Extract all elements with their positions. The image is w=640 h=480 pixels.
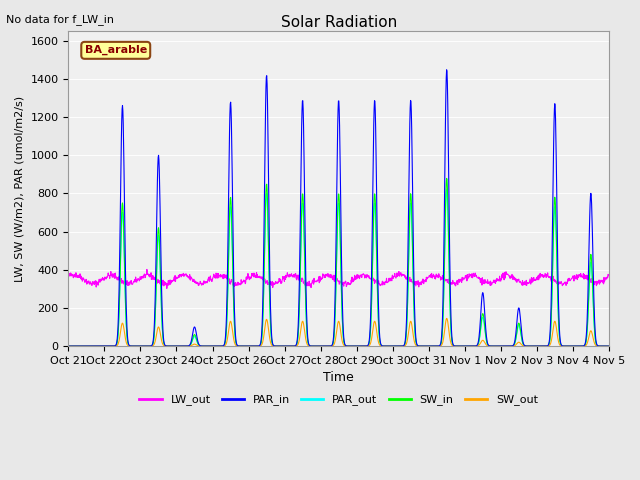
SW_in <box>541 343 549 349</box>
X-axis label: Time: Time <box>323 372 354 384</box>
LW_out <box>541 271 549 277</box>
LW_out <box>163 286 171 291</box>
SW_out <box>245 343 253 349</box>
LW_out <box>65 273 72 278</box>
SW_in <box>172 343 179 349</box>
SW_in <box>493 343 501 349</box>
LW_out <box>186 276 193 282</box>
Line: SW_in: SW_in <box>68 179 609 346</box>
Legend: LW_out, PAR_in, PAR_out, SW_in, SW_out: LW_out, PAR_in, PAR_out, SW_in, SW_out <box>135 390 542 410</box>
Title: Solar Radiation: Solar Radiation <box>280 15 397 30</box>
Text: BA_arable: BA_arable <box>84 45 147 56</box>
PAR_out <box>443 187 451 192</box>
LW_out <box>246 274 253 279</box>
PAR_in <box>172 343 179 349</box>
LW_out <box>494 277 502 283</box>
SW_out <box>493 343 501 349</box>
SW_out <box>605 343 612 349</box>
SW_out <box>541 343 549 349</box>
PAR_out <box>65 343 72 349</box>
SW_in <box>443 176 451 181</box>
PAR_in <box>185 343 193 348</box>
SW_in <box>245 343 253 349</box>
LW_out <box>423 275 431 280</box>
PAR_out <box>605 343 612 349</box>
PAR_in <box>443 67 451 72</box>
PAR_in <box>245 343 253 349</box>
SW_in <box>605 343 612 349</box>
PAR_in <box>493 343 501 349</box>
LW_out <box>143 266 151 272</box>
LW_out <box>605 272 612 278</box>
Line: PAR_in: PAR_in <box>68 70 609 346</box>
Line: PAR_out: PAR_out <box>68 190 609 346</box>
SW_out <box>185 343 193 349</box>
SW_out <box>172 343 179 349</box>
PAR_in <box>422 343 430 349</box>
PAR_out <box>422 343 430 349</box>
SW_in <box>65 343 72 349</box>
LW_out <box>172 274 180 280</box>
PAR_in <box>605 343 612 349</box>
PAR_in <box>541 343 549 349</box>
PAR_out <box>493 343 501 349</box>
SW_out <box>443 315 451 321</box>
Y-axis label: LW, SW (W/m2), PAR (umol/m2/s): LW, SW (W/m2), PAR (umol/m2/s) <box>15 96 25 282</box>
SW_in <box>422 343 430 349</box>
SW_out <box>65 343 72 349</box>
SW_out <box>422 343 430 349</box>
Text: No data for f_LW_in: No data for f_LW_in <box>6 14 115 25</box>
PAR_in <box>65 343 72 349</box>
PAR_out <box>541 343 549 349</box>
PAR_out <box>185 343 193 349</box>
PAR_out <box>172 343 179 349</box>
Line: SW_out: SW_out <box>68 318 609 346</box>
Line: LW_out: LW_out <box>68 269 609 288</box>
PAR_out <box>245 343 253 349</box>
SW_in <box>185 343 193 349</box>
